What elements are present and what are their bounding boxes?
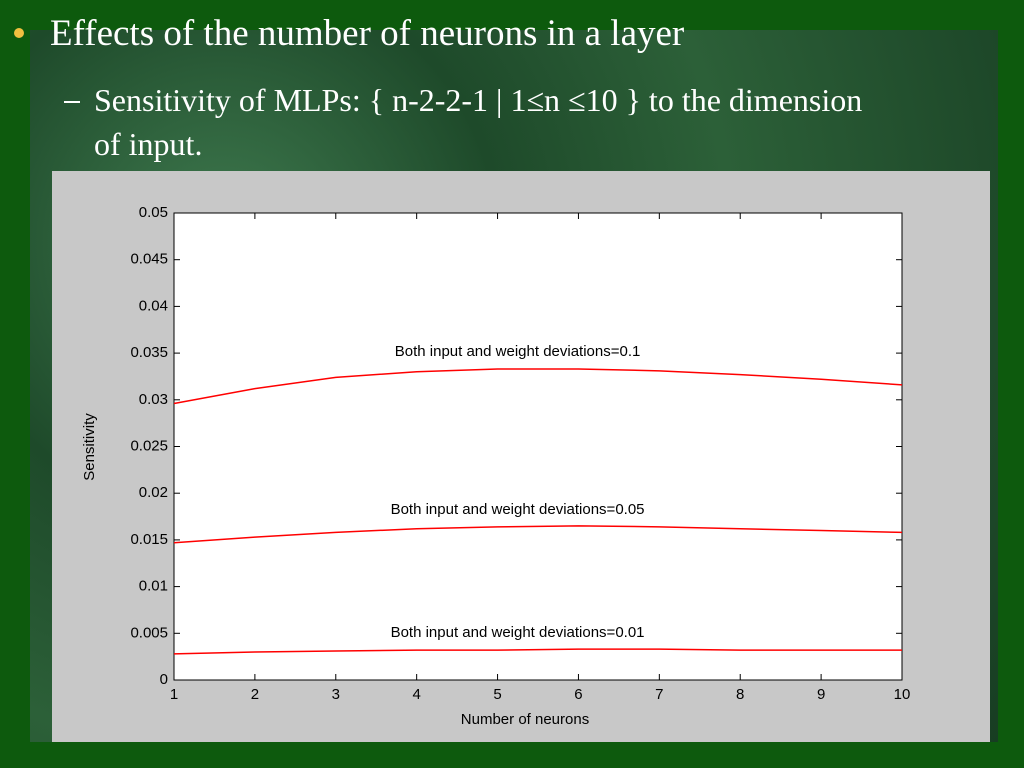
sub-bullet-mark [64,101,80,103]
x-tick-label: 6 [574,686,582,703]
y-tick-label: 0.02 [139,484,168,501]
bullet-text: Effects of the number of neurons in a la… [50,13,685,54]
series-line [173,368,903,405]
y-tick-label: 0.01 [139,578,168,595]
chart: Number of neurons Sensitivity 0 0.005 0.01… [52,171,990,742]
y-tick-label: 0.035 [130,344,168,361]
sub-bullet-text: Sensitivity of MLPs: { n-2-2-1 | 1≤n ≤10… [94,82,863,162]
series-label: Both input and weight deviations=0.1 [395,343,641,360]
series-label: Both input and weight deviations=0.01 [391,624,645,641]
series-line [173,525,903,544]
x-tick-label: 9 [817,686,825,703]
plot-area [173,212,903,681]
y-tick-label: 0.005 [130,624,168,641]
x-axis-label: Number of neurons [461,711,589,728]
y-tick-label: 0.015 [130,531,168,548]
x-tick-label: 5 [493,686,501,703]
y-tick-label: 0.025 [130,437,168,454]
series-label: Both input and weight deviations=0.05 [391,501,645,518]
y-tick-label: 0.05 [139,204,168,221]
x-tick-label: 1 [170,686,178,703]
y-tick-label: 0.03 [139,391,168,408]
y-axis-label: Sensitivity [81,413,98,481]
bullet-mark [14,28,24,38]
x-tick-label: 4 [412,686,420,703]
x-tick-label: 3 [332,686,340,703]
series-line [173,648,902,655]
x-tick-label: 7 [655,686,663,703]
x-tick-label: 8 [736,686,744,703]
y-tick-label: 0.04 [139,297,168,314]
x-tick-label: 2 [251,686,259,703]
x-tick-label: 10 [894,686,911,703]
y-tick-label: 0.045 [130,251,168,268]
y-tick-label: 0 [160,671,168,688]
